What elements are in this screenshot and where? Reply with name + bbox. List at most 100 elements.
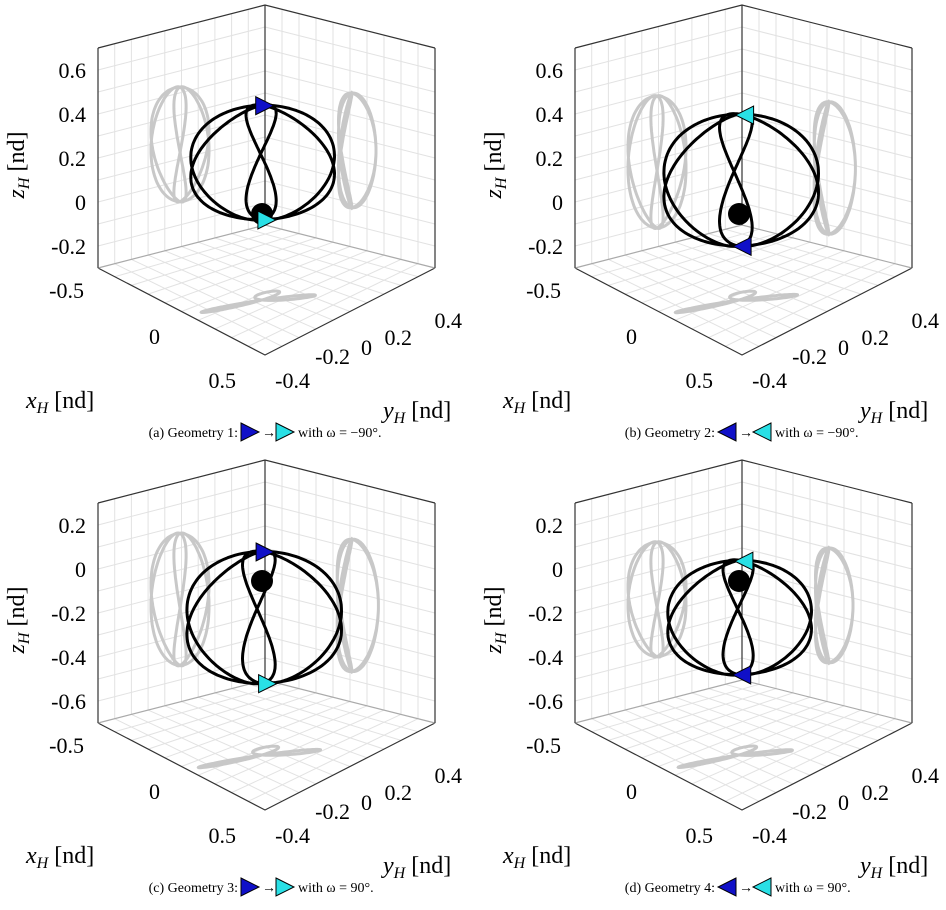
trajectory-line: [185, 549, 343, 686]
y-tick-label: -0.4: [752, 823, 787, 848]
x-tick-label: 0.5: [209, 823, 237, 848]
z-tick-label: -0.2: [51, 234, 86, 259]
projection-floor: [676, 744, 794, 769]
z-tick-label: -0.2: [51, 601, 86, 626]
body-marker: [251, 570, 273, 592]
y-tick-label: -0.2: [315, 799, 350, 824]
y-axis-label: yH [nd]: [858, 853, 928, 882]
x-axis-label: xH [nd]: [502, 388, 571, 417]
caption: (c) Geometry 3: → with ω = 90°.: [149, 877, 374, 897]
body-marker: [728, 203, 750, 225]
y-tick-label: 0.4: [912, 308, 940, 333]
y-tick-label: -0.4: [275, 823, 310, 848]
x-axis-label: xH [nd]: [502, 843, 571, 872]
caption-prefix: (d) Geometry 4:: [625, 881, 715, 896]
x-tick-label: 0.5: [686, 368, 714, 393]
x-axis-label: xH [nd]: [25, 388, 94, 417]
caption: (d) Geometry 4: → with ω = 90°.: [625, 877, 851, 897]
z-tick-label: 0: [75, 557, 86, 582]
z-tick-label: -0.4: [528, 645, 563, 670]
projection-floor: [673, 289, 799, 315]
x-tick-label: 0: [149, 324, 160, 349]
x-tick-label: 0.5: [209, 368, 237, 393]
caption-arrow: →: [739, 881, 753, 896]
gridlines: [574, 9, 913, 347]
panel-3: 0.20-0.2-0.4-0.6-0.500.5 -0.4-0.2 0 0.20.4z…: [4, 459, 463, 897]
y-tick-label: -0.2: [792, 344, 827, 369]
caption: (b) Geometry 2: → with ω = −90°.: [625, 422, 859, 442]
y-tick-label: 0.4: [912, 763, 940, 788]
x-tick-label: -0.5: [49, 278, 84, 303]
y-tick-label: 0.2: [385, 325, 413, 350]
z-tick-label: 0.6: [536, 58, 564, 83]
z-tick-label: 0.2: [536, 513, 564, 538]
end-marker: [257, 210, 278, 230]
z-tick-label: 0: [552, 190, 563, 215]
caption-prefix: (a) Geometry 1:: [149, 426, 238, 441]
start-marker: [731, 665, 752, 685]
projection-right-wall: [814, 545, 855, 666]
projection-floor: [196, 744, 322, 770]
panel-4: 0.20-0.2-0.4-0.6-0.500.5 -0.4-0.2 0 0.20.4z…: [481, 459, 940, 897]
caption-suffix: with ω = −90°.: [775, 426, 859, 441]
caption-end-marker: [275, 877, 296, 897]
z-axis-label: zH [nd]: [4, 132, 33, 200]
caption-end-marker: [751, 422, 772, 442]
panel-2: 0.60.40.20-0.2-0.500.5 -0.4-0.2 0 0.20.4zH …: [481, 4, 940, 442]
y-tick-label: -0.2: [792, 799, 827, 824]
x-tick-label: -0.5: [526, 733, 561, 758]
y-axis-label: yH [nd]: [858, 398, 928, 427]
z-tick-label: -0.6: [528, 689, 563, 714]
y-tick-label: 0.2: [385, 780, 413, 805]
caption-suffix: with ω = 90°.: [775, 881, 851, 896]
caption-arrow: →: [739, 426, 753, 441]
caption-start-marker: [240, 877, 261, 897]
z-tick-label: 0.4: [536, 102, 564, 127]
trajectory-line: [662, 112, 820, 248]
trajectory-line: [666, 558, 813, 677]
x-tick-label: -0.5: [49, 733, 84, 758]
y-tick-label: 0.2: [862, 780, 890, 805]
y-tick-label: -0.2: [315, 344, 350, 369]
caption-suffix: with ω = 90°.: [298, 881, 374, 896]
y-tick-label: 0.4: [435, 763, 463, 788]
x-tick-label: 0.5: [686, 823, 714, 848]
x-axis-label: xH [nd]: [25, 843, 94, 872]
z-tick-label: 0.6: [59, 58, 87, 83]
trajectory-line: [189, 103, 336, 222]
z-tick-label: 0.2: [536, 146, 564, 171]
caption-arrow: →: [262, 881, 276, 896]
caption-arrow: →: [262, 426, 276, 441]
z-tick-label: 0: [552, 557, 563, 582]
y-tick-label: 0: [361, 335, 372, 360]
caption-prefix: (b) Geometry 2:: [625, 426, 715, 441]
caption-start-marker: [240, 422, 261, 442]
end-marker: [734, 105, 755, 125]
x-tick-label: 0: [149, 779, 160, 804]
projection-right-wall: [335, 536, 380, 675]
y-axis-label: yH [nd]: [381, 853, 451, 882]
z-tick-label: 0.2: [59, 513, 87, 538]
caption-start-marker: [716, 877, 737, 897]
end-marker: [258, 673, 278, 694]
start-marker: [731, 236, 752, 257]
z-tick-label: 0.2: [59, 146, 87, 171]
z-axis-label: zH [nd]: [4, 587, 33, 655]
caption-suffix: with ω = −90°.: [298, 426, 382, 441]
y-tick-label: 0: [361, 790, 372, 815]
gridlines: [574, 464, 913, 802]
z-tick-label: -0.6: [51, 689, 86, 714]
end-marker: [733, 551, 754, 572]
z-axis-label: zH [nd]: [481, 132, 510, 200]
y-tick-label: 0: [838, 790, 849, 815]
projection-floor: [199, 289, 317, 314]
z-tick-label: 0.4: [59, 102, 87, 127]
panel-1: 0.60.40.20-0.2-0.500.5 -0.4-0.2 0 0.20.4zH …: [4, 4, 462, 442]
projection-left-wall: [626, 94, 688, 231]
x-tick-label: 0: [626, 779, 637, 804]
projection-right-wall: [812, 99, 857, 237]
y-tick-label: 0: [838, 335, 849, 360]
z-axis-label: zH [nd]: [481, 587, 510, 655]
gridlines: [97, 9, 436, 347]
